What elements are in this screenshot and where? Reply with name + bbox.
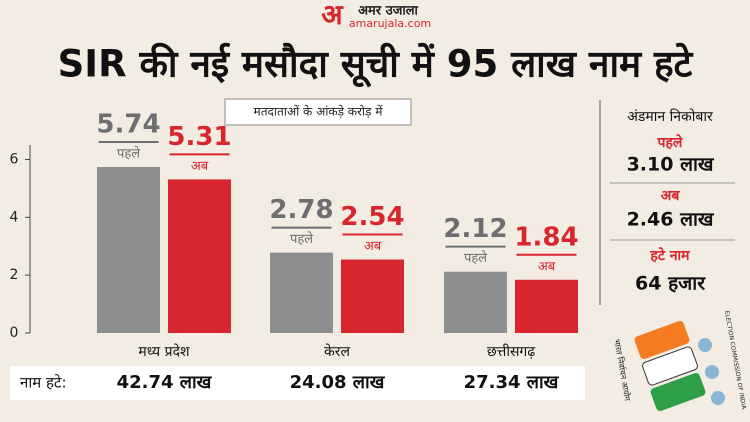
removed-value: 42.74 लाख: [117, 372, 213, 393]
bar: [341, 259, 404, 333]
chart-subtitle: मतदाताओं के आंकड़े करोड़ में: [254, 105, 384, 119]
y-tick-label: 0: [10, 325, 19, 341]
logo-name: अमर उजाला: [358, 4, 418, 19]
removed-value: 27.34 लाख: [464, 372, 560, 393]
removed-label: नाम हटे:: [20, 374, 67, 392]
removed-band: [10, 366, 585, 400]
value-label: 5.74: [96, 109, 160, 139]
series-name: पहले: [117, 145, 140, 161]
y-tick-label: 4: [10, 209, 19, 225]
value-label: 2.12: [443, 214, 507, 244]
subtitle-box: [224, 98, 412, 126]
value-label: 2.54: [340, 202, 404, 232]
chart-title: SIR की नई मसौदा सूची में 95 लाख नाम हटे: [58, 43, 694, 88]
series-name: अब: [191, 159, 209, 174]
series-name: पहले: [464, 250, 487, 266]
series-name: पहले: [290, 231, 313, 247]
logo-letter: अ: [321, 0, 344, 31]
bar: [168, 179, 231, 333]
side-label: अब: [661, 188, 681, 204]
series-name: अब: [364, 239, 382, 254]
side-label: पहले: [657, 134, 683, 151]
bar: [270, 252, 333, 333]
side-label: हटे नाम: [649, 247, 690, 264]
x-tick-label: मध्य प्रदेश: [138, 343, 190, 360]
side-title: अंडमान निकोबार: [627, 108, 713, 125]
value-label: 5.31: [167, 122, 231, 152]
y-tick-label: 2: [10, 267, 19, 283]
logo-site: amarujala.com: [349, 17, 431, 30]
x-tick-label: छत्तीसगढ़: [487, 343, 536, 360]
bar: [515, 279, 578, 333]
side-value: 64 हजार: [635, 273, 706, 295]
side-value: 2.46 लाख: [627, 209, 715, 231]
series-name: अब: [538, 259, 556, 274]
value-label: 2.78: [269, 195, 333, 225]
removed-value: 24.08 लाख: [290, 372, 386, 393]
side-value: 3.10 लाख: [627, 154, 715, 176]
bar: [444, 271, 507, 333]
y-tick-label: 6: [10, 151, 19, 167]
value-label: 1.84: [514, 222, 578, 252]
bar: [97, 166, 160, 333]
x-tick-label: केरल: [324, 343, 350, 360]
